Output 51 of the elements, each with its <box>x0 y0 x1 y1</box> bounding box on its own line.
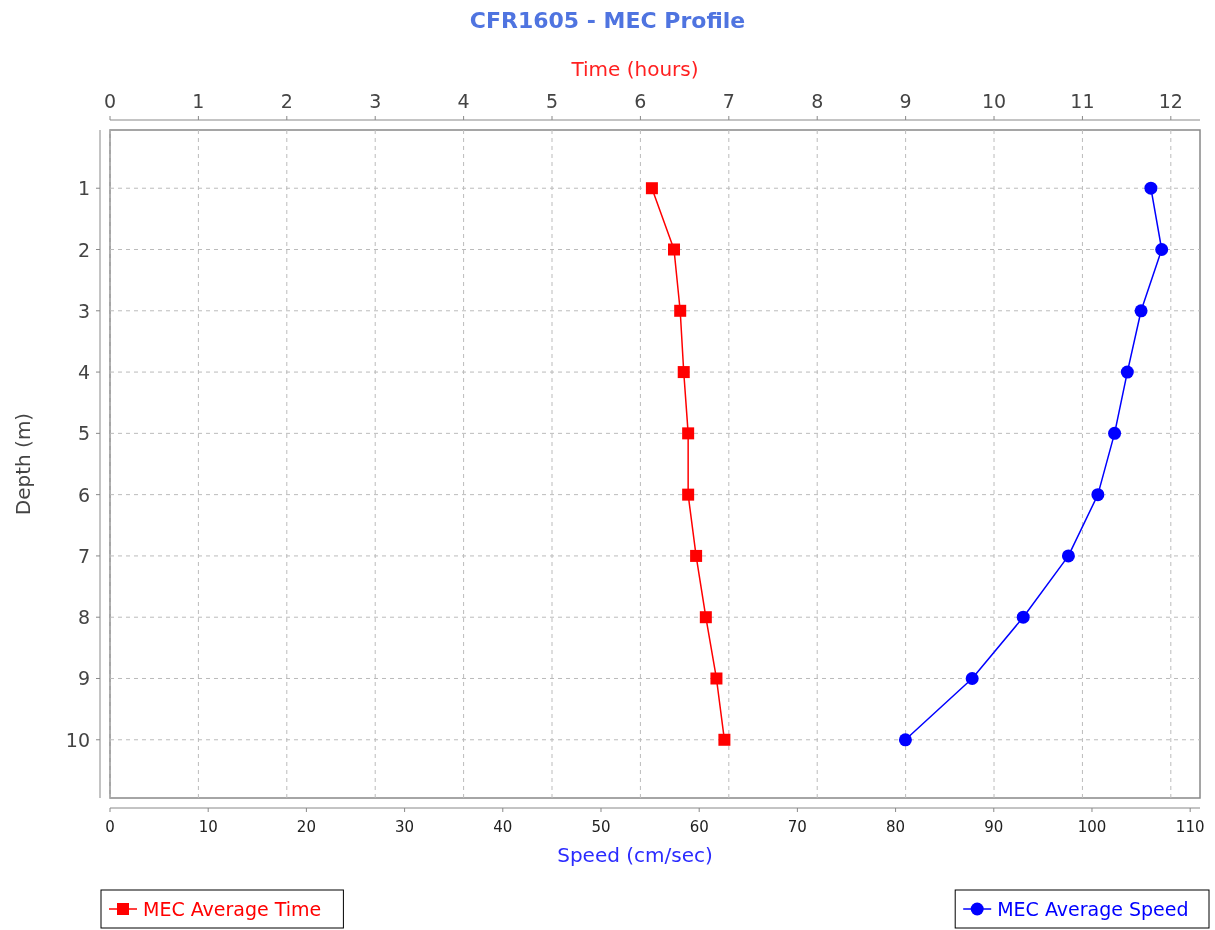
x-tick-label: 100 <box>1077 818 1107 836</box>
point <box>1120 365 1134 379</box>
y-tick-label: 10 <box>65 728 90 751</box>
chart-title: CFR1605 - MEC Profile <box>469 8 746 33</box>
y-tick-label: 9 <box>77 667 90 690</box>
point <box>1155 243 1169 257</box>
x-tick-label: 30 <box>395 818 415 836</box>
y-axis-title: Depth (m) <box>11 412 35 516</box>
y-tick-label: 2 <box>77 238 90 261</box>
x-tick-label: 90 <box>984 818 1004 836</box>
point <box>1144 181 1158 195</box>
point <box>1134 304 1148 318</box>
point <box>1016 610 1030 624</box>
y-tick-label: 6 <box>77 483 90 506</box>
x-tick-label: 50 <box>591 818 611 836</box>
x2-tick-label: 9 <box>899 90 912 112</box>
x2-tick-label: 7 <box>722 90 735 112</box>
x-tick-label: 110 <box>1175 818 1205 836</box>
point <box>1091 488 1105 502</box>
x2-tick-label: 8 <box>811 90 824 112</box>
y-tick-label: 5 <box>77 422 90 445</box>
legend-label: MEC Average Speed <box>997 898 1189 920</box>
x2-tick-label: 10 <box>981 90 1007 112</box>
point <box>1108 426 1122 440</box>
x2-tick-label: 3 <box>369 90 382 112</box>
x2-tick-label: 11 <box>1070 90 1095 112</box>
point <box>965 672 979 685</box>
x2-tick-label: 12 <box>1158 90 1183 112</box>
y-tick-label: 4 <box>77 361 90 384</box>
point <box>1061 549 1075 563</box>
x2-tick-label: 0 <box>103 90 117 112</box>
x-axis-title: Speed (cm/sec) <box>557 843 713 867</box>
x2-tick-label: 5 <box>545 90 559 112</box>
x-tick-label: 0 <box>105 818 115 836</box>
x2-tick-label: 1 <box>192 90 205 112</box>
y-tick-label: 8 <box>77 606 90 629</box>
x2-tick-label: 6 <box>634 90 647 112</box>
y-tick-label: 3 <box>77 299 90 322</box>
x-tick-label: 80 <box>886 818 906 836</box>
legend-label: MEC Average Time <box>143 898 322 920</box>
x2-axis-title: Time (hours) <box>570 57 699 81</box>
x2-tick-label: 4 <box>457 90 470 112</box>
x-tick-label: 70 <box>787 818 807 836</box>
y-tick-label: 1 <box>77 177 90 200</box>
x-tick-label: 60 <box>689 818 709 836</box>
point <box>898 733 912 747</box>
x-tick-label: 20 <box>296 818 316 836</box>
x-tick-label: 10 <box>198 818 218 836</box>
x-tick-label: 40 <box>493 818 513 836</box>
y-tick-label: 7 <box>77 544 90 567</box>
x2-tick-label: 2 <box>280 90 293 112</box>
